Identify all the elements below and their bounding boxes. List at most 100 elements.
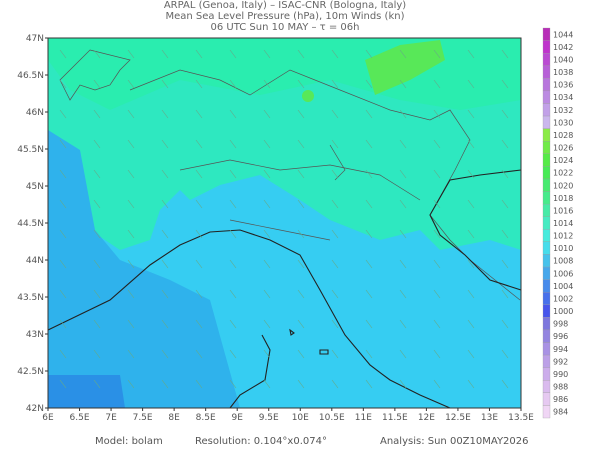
wind-barb (229, 229, 237, 239)
wind-barb (161, 169, 169, 179)
colorbar-swatch (542, 254, 551, 268)
wind-barb (161, 199, 169, 209)
wind-barb (365, 319, 373, 329)
lon-label: 9.5E (259, 413, 279, 423)
wind-barb (161, 349, 169, 359)
lon-label: 6.5E (70, 413, 90, 423)
wind-barb (399, 259, 407, 269)
wind-barb (229, 319, 237, 329)
wind-barb (501, 49, 509, 59)
colorbar-swatch (542, 266, 551, 280)
wind-barb (127, 319, 135, 329)
wind-barb (467, 79, 475, 89)
wind-barb (297, 139, 305, 149)
wind-barb (93, 169, 101, 179)
lon-label: 7.5E (133, 413, 153, 423)
colorbar-swatch (542, 65, 551, 79)
wind-barb (59, 199, 67, 209)
wind-barb (195, 199, 203, 209)
wind-barb (263, 139, 271, 149)
wind-barb (399, 109, 407, 119)
wind-barb (331, 49, 339, 59)
wind-barb (195, 379, 203, 389)
wind-barb (93, 289, 101, 299)
wind-barb (467, 229, 475, 239)
wind-barb (59, 319, 67, 329)
lat-label: 43.5N (17, 293, 44, 303)
lat-label: 46.5N (17, 71, 44, 81)
colorbar-label: 1006 (553, 269, 573, 278)
colorbar-swatch (542, 178, 551, 192)
wind-barb (263, 349, 271, 359)
wind-barb (195, 349, 203, 359)
wind-barbs (59, 49, 509, 389)
colorbar-swatch (542, 329, 551, 343)
colorbar-swatch (542, 128, 551, 142)
wind-barb (161, 379, 169, 389)
wind-barb (433, 349, 441, 359)
colorbar-label: 1008 (553, 257, 573, 266)
wind-barb (297, 199, 305, 209)
wind-barb (229, 349, 237, 359)
wind-barb (399, 229, 407, 239)
colorbar-swatch (542, 191, 551, 205)
wind-barb (399, 169, 407, 179)
wind-barb (127, 49, 135, 59)
wind-barb (161, 109, 169, 119)
colorbar-swatch (542, 216, 551, 230)
wind-barb (59, 49, 67, 59)
footer-resolution: Resolution: 0.104°x0.074° (195, 436, 327, 447)
colorbar-swatch (542, 53, 551, 66)
colorbar-label: 1032 (553, 106, 573, 115)
colorbar-label: 1014 (553, 219, 573, 228)
wind-barb (331, 229, 339, 239)
wind-barb (433, 49, 441, 59)
wind-barb (297, 379, 305, 389)
wind-barb (127, 349, 135, 359)
colorbar-swatch (542, 229, 551, 243)
wind-barb (59, 139, 67, 149)
wind-barb (467, 169, 475, 179)
wind-barb (93, 259, 101, 269)
lon-label: 11E (355, 413, 372, 423)
wind-barb (127, 259, 135, 269)
wind-barb (365, 79, 373, 89)
colorbar-swatch (542, 115, 551, 129)
wind-barb (365, 379, 373, 389)
colorbar-swatch (542, 304, 551, 318)
lon-label: 12.5E (445, 413, 471, 423)
wind-barb (59, 259, 67, 269)
colorbar-swatch (542, 405, 551, 419)
wind-barb (127, 109, 135, 119)
colorbar-label: 1028 (553, 131, 573, 140)
wind-barb (195, 79, 203, 89)
lat-label: 44.5N (17, 219, 44, 229)
wind-barb (127, 199, 135, 209)
wind-barb (127, 379, 135, 389)
wind-barb (399, 289, 407, 299)
wind-barb (127, 139, 135, 149)
wind-barb (365, 49, 373, 59)
lon-label: 13E (481, 413, 498, 423)
wind-barb (195, 229, 203, 239)
colorbar-swatch (542, 103, 551, 117)
wind-barb (365, 229, 373, 239)
colorbar-swatch (542, 90, 551, 104)
colorbar-label: 998 (553, 320, 568, 329)
wind-barb (59, 79, 67, 89)
wind-barb (433, 109, 441, 119)
colorbar-label: 1012 (553, 232, 573, 241)
wind-barb (331, 289, 339, 299)
colorbar-label: 1022 (553, 169, 573, 178)
wind-barb (501, 289, 509, 299)
wind-barb (433, 139, 441, 149)
wind-barb (297, 109, 305, 119)
wind-barb (161, 139, 169, 149)
lat-label: 44N (26, 256, 44, 266)
wind-barb (195, 169, 203, 179)
wind-barb (297, 319, 305, 329)
colorbar-swatch (542, 40, 551, 54)
colorbar-label: 1044 (553, 30, 573, 39)
lat-label: 43N (26, 330, 44, 340)
colorbar-label: 1016 (553, 206, 573, 215)
